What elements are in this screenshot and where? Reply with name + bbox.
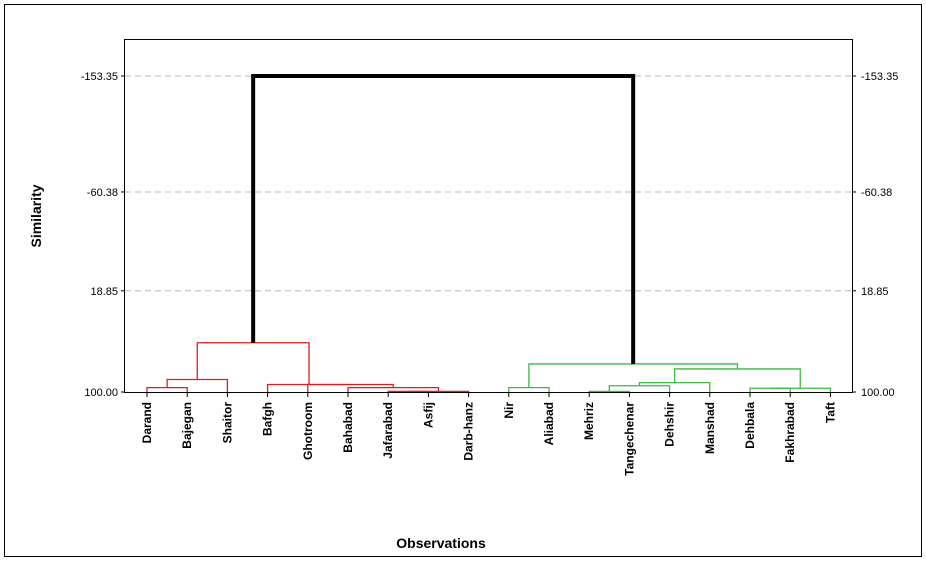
y-tick-label-left: -153.35 <box>81 71 118 83</box>
observation-label: Bafgh <box>261 402 275 436</box>
dendrogram-link <box>528 363 739 388</box>
x-axis-title: Observations <box>396 535 486 551</box>
observation-label: Darand <box>140 402 154 443</box>
y-tick-label-right: 100.00 <box>861 387 895 399</box>
observation-label: Nir <box>502 402 516 419</box>
observation-label: Manshad <box>703 402 717 454</box>
observation-label: Shaitor <box>220 402 234 444</box>
observation-label: Dehshir <box>663 402 677 447</box>
dendrogram-link <box>408 390 470 393</box>
dendrogram-link <box>266 383 351 392</box>
dendrogram-links <box>146 74 832 393</box>
observation-labels: Darand Bajegan Shaitor Bafgh Ghotroom Bahabad… <box>140 392 837 476</box>
dendrogram-link <box>196 342 310 385</box>
dendrogram-link <box>608 385 671 392</box>
y-tick-label-left: 18.85 <box>90 286 118 298</box>
observation-label: Jafarabad <box>381 402 395 459</box>
observation-label: Dehbala <box>743 402 757 449</box>
dendrogram-link <box>508 386 550 392</box>
observation-label: Mehriz <box>582 402 596 440</box>
dendrogram-link <box>251 74 636 364</box>
gridlines <box>125 75 852 292</box>
dendrogram-link <box>166 378 229 392</box>
observation-label: Taft <box>823 402 837 423</box>
y-tick-label-right: 18.85 <box>861 286 889 298</box>
y-tick-label-left: -60.38 <box>87 187 118 199</box>
window-border <box>4 4 922 557</box>
observation-label: Asfij <box>421 402 435 428</box>
y-tick-label-left: 100.00 <box>84 387 118 399</box>
observation-label: Aliabad <box>542 402 556 445</box>
observation-label: Ghotroom <box>301 402 315 460</box>
dendrogram-link <box>673 368 801 389</box>
dendrogram-link <box>638 381 711 392</box>
observation-label: Bahabad <box>341 402 355 453</box>
plot-frame <box>124 39 853 393</box>
dendrogram-link <box>770 387 832 392</box>
dendrogram-link <box>146 386 188 392</box>
y-tick-label-right: -153.35 <box>861 71 898 83</box>
axes: -153.35 -153.35 -60.38 -60.38 18.85 18.85 100.… <box>81 71 899 399</box>
observation-label: Darb-hanz <box>462 402 476 461</box>
observation-label: Fakhrabad <box>783 402 797 463</box>
y-tick-label-right: -60.38 <box>861 187 892 199</box>
observation-label: Bajegan <box>180 402 194 449</box>
observation-label: Tangechenar <box>622 402 636 476</box>
dendrogram-link <box>588 390 631 393</box>
y-axis-title: Similarity <box>28 184 44 247</box>
